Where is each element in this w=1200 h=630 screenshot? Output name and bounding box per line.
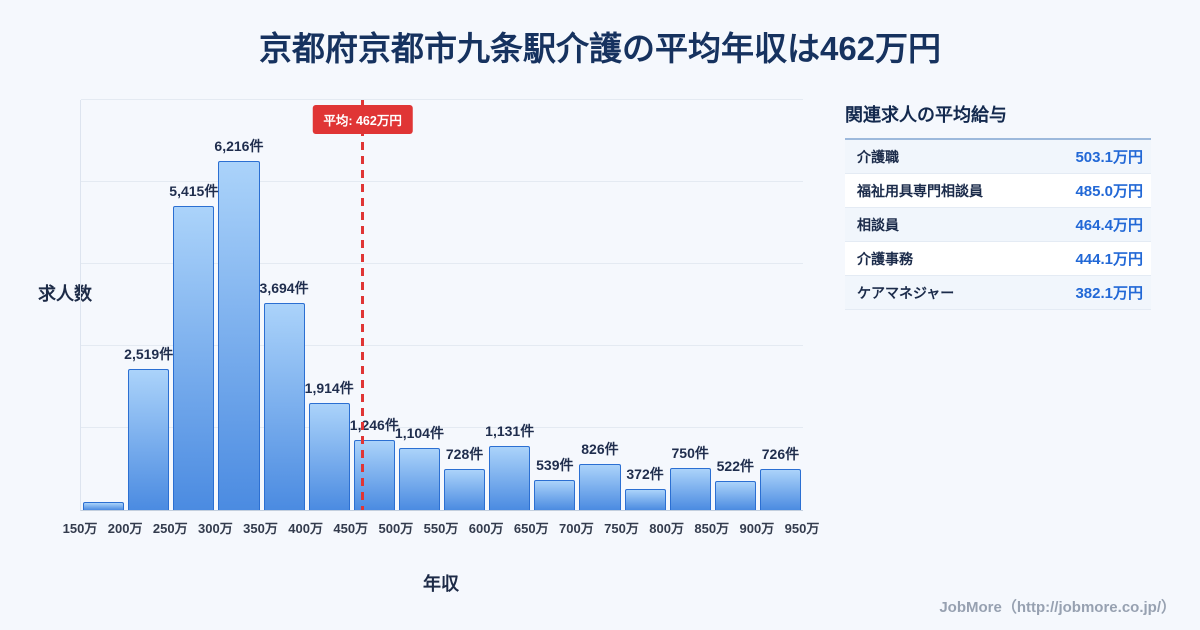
gridline [81, 427, 803, 428]
x-tick-label: 250万 [152, 521, 188, 536]
job-salary: 444.1万円 [1075, 251, 1143, 268]
bar-value-label: 1,131件 [485, 423, 535, 440]
job-salary: 485.0万円 [1075, 183, 1143, 200]
job-name: 介護職 [857, 148, 899, 165]
footer-credit: JobMore（http://jobmore.co.jp/） [939, 599, 1176, 616]
y-axis-label: 求人数 [38, 284, 92, 304]
x-tick-label: 300万 [198, 521, 233, 536]
histogram-bar [218, 160, 260, 510]
page-title: 京都府京都市九条駅介護の平均年収は462万円 [258, 30, 942, 67]
bar-value-label: 1,246件 [349, 417, 399, 434]
histogram-bar [759, 469, 801, 510]
bar-value-label: 522件 [716, 457, 754, 474]
bar-value-label: 1,104件 [394, 425, 444, 441]
histogram-bar [489, 446, 531, 510]
bar-value-label: 372件 [626, 466, 664, 483]
histogram-bar [669, 467, 711, 510]
x-tick-label: 400万 [288, 521, 323, 536]
job-salary: 464.4万円 [1075, 217, 1143, 234]
x-tick-label: 500万 [378, 521, 414, 536]
bar-value-label: 750件 [671, 444, 709, 461]
x-tick-label: 700万 [559, 521, 594, 536]
x-axis-title: 年収 [423, 574, 459, 594]
gridline [81, 181, 803, 182]
table-row: 介護事務 444.1万円 [845, 242, 1151, 276]
job-name: 福祉用具専門相談員 [857, 182, 983, 199]
job-name: 介護事務 [857, 250, 913, 267]
related-salary-title: 関連求人の平均給与 [845, 105, 1007, 125]
histogram-bar [534, 479, 576, 510]
x-tick-label: 600万 [468, 521, 504, 536]
bar-value-label: 728件 [445, 446, 484, 463]
x-tick-label: 450万 [333, 521, 369, 536]
histogram-bar [444, 469, 486, 510]
x-tick-label: 150万 [62, 521, 98, 536]
table-row: 福祉用具専門相談員 485.0万円 [845, 174, 1151, 208]
plot-area: 平均: 462万円 2,519件 5,415件 6,216件 3,694件 1,914件… [80, 99, 803, 511]
job-salary: 503.1万円 [1075, 149, 1143, 166]
average-badge: 平均: 462万円 [312, 105, 413, 134]
gridline [81, 345, 803, 346]
bar-value-label: 2,519件 [124, 345, 174, 362]
x-tick-label: 350万 [243, 521, 278, 536]
x-tick-label: 850万 [694, 521, 730, 536]
x-axis-ticks: 150万 200万 250万 300万 350万 400万 450万 500万 550万 600万… [63, 518, 820, 536]
bar-value-label: 5,415件 [169, 182, 219, 199]
x-tick-label: 950万 [784, 521, 820, 536]
job-name: 相談員 [857, 216, 899, 233]
histogram-bar [624, 489, 666, 510]
x-tick-label: 800万 [649, 521, 684, 536]
histogram-bar [128, 368, 170, 510]
bar-value-label: 726件 [761, 446, 800, 463]
histogram-bar [353, 440, 395, 510]
bar-value-label: 539件 [536, 456, 574, 473]
x-tick-label: 650万 [513, 521, 549, 536]
histogram-bar [308, 402, 350, 510]
histogram-bar [173, 205, 215, 510]
table-row: ケアマネジャー 382.1万円 [845, 276, 1151, 310]
histogram-bar [579, 463, 621, 510]
histogram-bar [263, 302, 305, 510]
histogram-bar [714, 480, 756, 510]
gridline [81, 263, 803, 264]
table-row: 相談員 464.4万円 [845, 208, 1151, 242]
gridline [81, 99, 803, 100]
x-tick-label: 750万 [604, 521, 639, 536]
bar-value-label: 3,694件 [259, 279, 309, 296]
bar-value-label: 6,216件 [214, 137, 264, 154]
job-name: ケアマネジャー [857, 284, 955, 301]
related-salary-table: 介護職 503.1万円 福祉用具専門相談員 485.0万円 相談員 464.4万… [845, 138, 1151, 310]
average-line [361, 100, 364, 510]
bar-value-label: 826件 [581, 440, 619, 457]
job-salary: 382.1万円 [1075, 285, 1143, 302]
bar-value-label: 1,914件 [304, 379, 354, 396]
x-tick-label: 550万 [423, 521, 459, 536]
histogram-bar [83, 502, 125, 510]
x-tick-label: 900万 [739, 521, 775, 536]
x-tick-label: 200万 [107, 521, 143, 536]
histogram-bar [398, 448, 440, 510]
table-row: 介護職 503.1万円 [845, 140, 1151, 174]
